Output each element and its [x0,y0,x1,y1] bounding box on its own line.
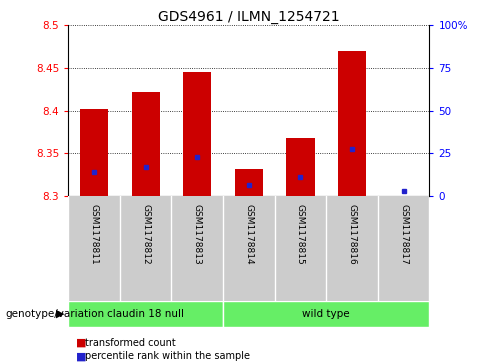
Text: wild type: wild type [303,309,350,319]
Bar [183,72,211,196]
Bar [338,51,366,196]
Text: transformed count: transformed count [85,338,176,348]
Text: ■: ■ [76,338,86,348]
Text: GSM1178816: GSM1178816 [347,204,357,265]
Bar [286,138,315,196]
Text: ▶: ▶ [56,309,64,319]
Bar [80,109,108,196]
Text: percentile rank within the sample: percentile rank within the sample [85,351,250,362]
Text: GSM1178812: GSM1178812 [141,204,150,265]
Text: GSM1178813: GSM1178813 [193,204,202,265]
Bar [68,301,223,327]
Text: GSM1178815: GSM1178815 [296,204,305,265]
Text: genotype/variation: genotype/variation [5,309,104,319]
Title: GDS4961 / ILMN_1254721: GDS4961 / ILMN_1254721 [158,11,340,24]
Text: GSM1178811: GSM1178811 [90,204,99,265]
Text: ■: ■ [76,351,86,362]
Bar [223,301,429,327]
Text: GSM1178814: GSM1178814 [244,204,253,265]
Text: claudin 18 null: claudin 18 null [107,309,184,319]
Text: GSM1178817: GSM1178817 [399,204,408,265]
Bar [132,92,160,196]
Bar [235,169,263,196]
